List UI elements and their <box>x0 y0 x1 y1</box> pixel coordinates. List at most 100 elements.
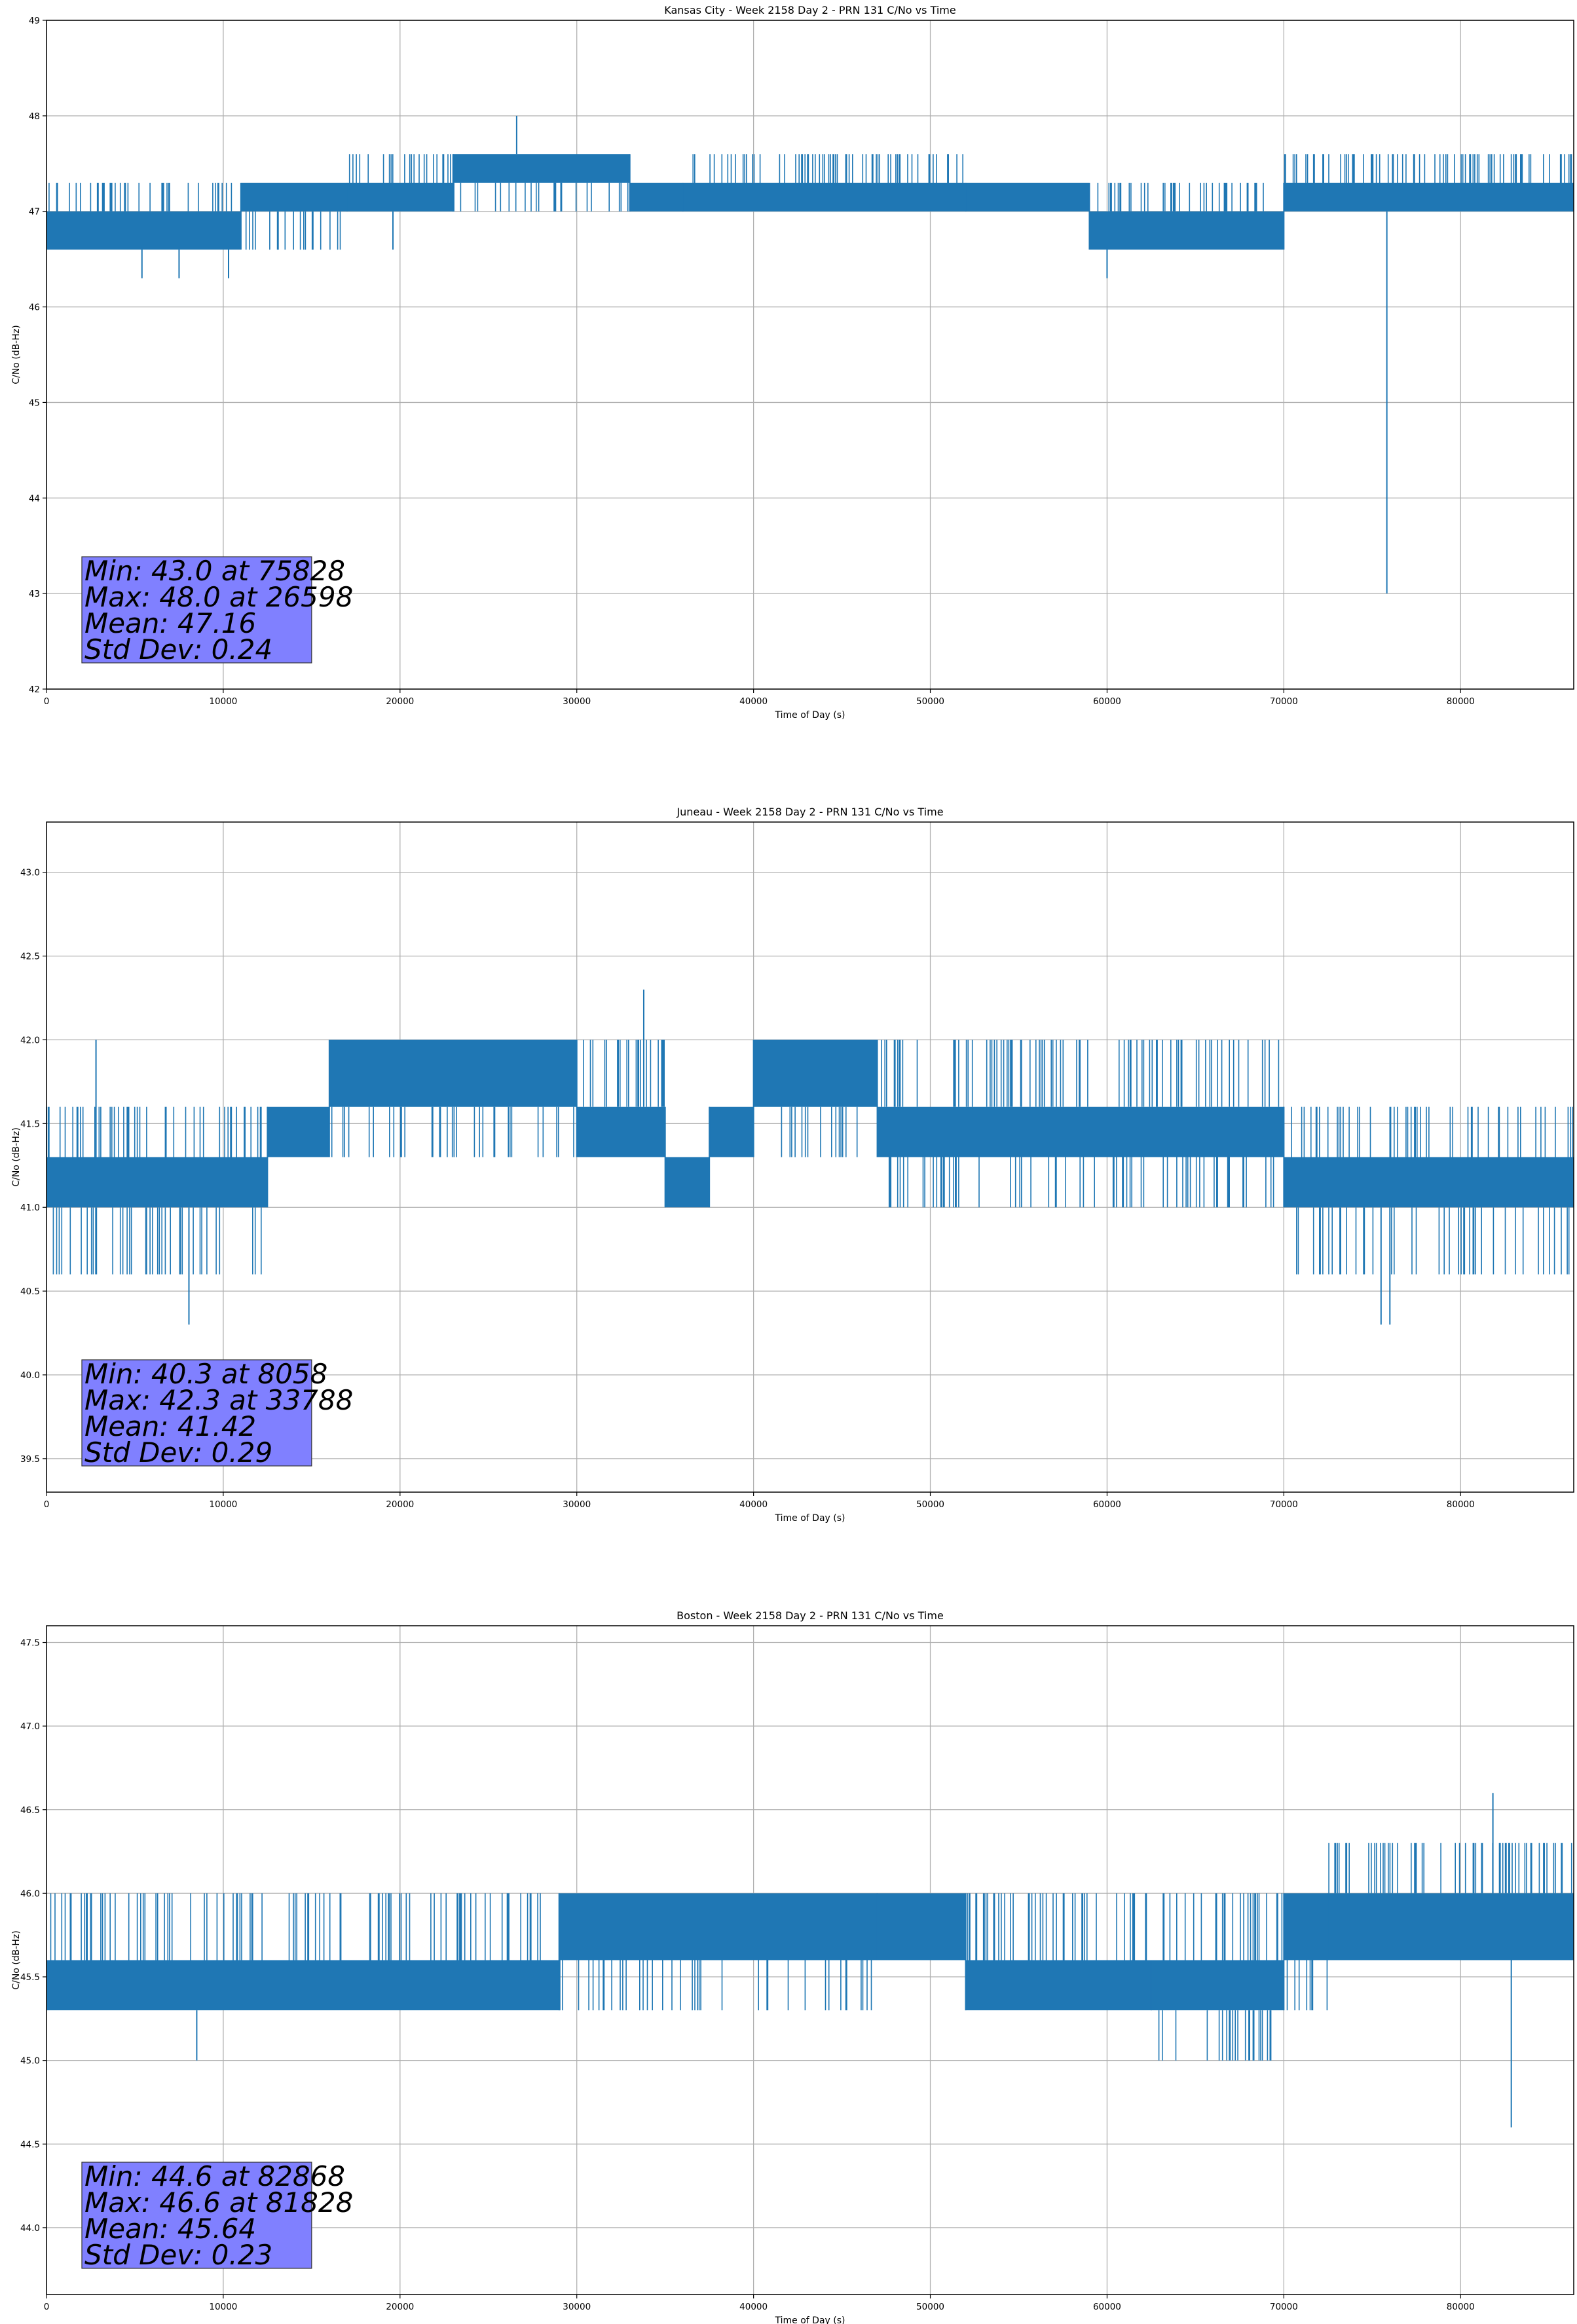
data-flicker <box>559 1960 872 2011</box>
data-band <box>240 182 347 212</box>
x-tick-label: 0 <box>44 1499 50 1510</box>
y-tick-label: 45.5 <box>20 1972 40 1983</box>
data-flicker <box>967 1893 1147 1960</box>
axes-frame <box>46 821 1574 1493</box>
x-tick-label: 70000 <box>1270 696 1298 707</box>
y-tick-label: 42.5 <box>20 952 40 962</box>
x-tick-label: 80000 <box>1447 1499 1475 1510</box>
axes-frame <box>46 20 1574 690</box>
stats-max: Max: 48.0 at 26598 <box>84 581 353 613</box>
data-flicker <box>1097 183 1264 212</box>
x-tick-label: 0 <box>44 696 50 707</box>
stats-mean: Mean: 41.42 <box>84 1410 256 1442</box>
data-band <box>453 154 630 183</box>
y-tick-label: 44 <box>29 493 40 504</box>
data-band <box>559 1893 878 1960</box>
data-flicker <box>348 154 451 183</box>
y-tick-label: 45 <box>29 398 40 408</box>
data-flicker <box>50 1893 541 1960</box>
x-tick-label: 40000 <box>739 696 768 707</box>
stats-min: Min: 40.3 at 8058 <box>84 1358 327 1390</box>
x-tick-label: 10000 <box>209 696 237 707</box>
y-tick-label: 40.5 <box>20 1286 40 1297</box>
data-flicker <box>1286 1960 1328 2011</box>
stats-mean: Mean: 45.64 <box>84 2213 256 2245</box>
data-band <box>46 1157 268 1208</box>
stats-min: Min: 43.0 at 75828 <box>84 555 345 587</box>
y-tick-label: 39.5 <box>20 1454 40 1465</box>
x-tick-label: 60000 <box>1093 696 1121 707</box>
y-tick-label: 46.0 <box>20 1888 40 1899</box>
data-flicker <box>48 183 232 212</box>
x-tick-label: 70000 <box>1270 1499 1298 1510</box>
y-tick-label: 42 <box>29 684 40 695</box>
x-tick-label: 0 <box>44 2302 50 2312</box>
x-tick-label: 30000 <box>563 2302 591 2312</box>
x-tick-label: 40000 <box>739 2302 768 2312</box>
data-band <box>1089 211 1284 250</box>
x-tick-label: 40000 <box>739 1499 768 1510</box>
data-flicker <box>245 211 341 250</box>
y-tick-label: 43 <box>29 589 40 599</box>
y-tick-label: 40.0 <box>20 1370 40 1381</box>
data-band <box>877 1893 966 1960</box>
data-band <box>1151 1960 1284 2011</box>
series-cno <box>46 115 1574 594</box>
y-tick-label: 41.5 <box>20 1119 40 1129</box>
x-tick-label: 50000 <box>916 696 944 707</box>
data-band <box>1284 182 1574 212</box>
data-band <box>877 1106 1284 1157</box>
y-tick-label: 46 <box>29 303 40 313</box>
stats-std: Std Dev: 0.23 <box>84 2239 272 2271</box>
x-tick-label: 60000 <box>1093 2302 1121 2312</box>
x-tick-label: 20000 <box>386 1499 414 1510</box>
data-band <box>682 182 966 212</box>
x-tick-label: 70000 <box>1270 2302 1298 2312</box>
data-flicker <box>1284 154 1572 183</box>
stats-box <box>81 556 312 664</box>
data-band <box>665 1157 710 1208</box>
data-band <box>329 1040 577 1107</box>
x-tick-label: 30000 <box>563 696 591 707</box>
y-tick-label: 46.5 <box>20 1805 40 1816</box>
x-tick-label: 20000 <box>386 2302 414 2312</box>
x-tick-label: 60000 <box>1093 1499 1121 1510</box>
chart-title: Juneau - Week 2158 Day 2 - PRN 131 C/No … <box>676 806 943 818</box>
chart-title: Boston - Week 2158 Day 2 - PRN 131 C/No … <box>677 1609 944 1622</box>
y-tick-label: 44.5 <box>20 2139 40 2150</box>
chart-3: 0 10000 20000 30000 40000 50000 60000 70000 8000… <box>11 1609 1574 2324</box>
x-axis-label: Time of Day (s) <box>775 710 845 721</box>
data-band <box>965 1960 1151 2011</box>
data-band <box>267 1106 329 1157</box>
y-tick-label: 45.0 <box>20 2056 40 2067</box>
y-tick-label: 42.0 <box>20 1035 40 1045</box>
data-flicker <box>331 1106 574 1157</box>
x-tick-label: 20000 <box>386 696 414 707</box>
y-tick-label: 48 <box>29 111 40 122</box>
data-flicker <box>453 183 629 212</box>
data-flicker <box>1158 1893 1283 2061</box>
stats-box <box>81 1359 312 1467</box>
x-tick-label: 10000 <box>209 1499 237 1510</box>
stats-max: Max: 46.6 at 81828 <box>84 2186 353 2219</box>
data-band <box>709 1106 754 1157</box>
data-band <box>576 1106 665 1157</box>
data-flicker <box>1328 1843 1572 1894</box>
data-flicker <box>781 1106 858 1157</box>
data-flicker <box>692 154 963 183</box>
data-band <box>46 211 241 250</box>
data-band <box>46 1960 559 2011</box>
y-axis-label: C/No (dB-Hz) <box>11 325 22 384</box>
data-band <box>753 1040 878 1107</box>
stats-mean: Mean: 47.16 <box>84 607 256 639</box>
y-tick-label: 44.0 <box>20 2223 40 2234</box>
chart-1: 0 10000 20000 30000 40000 50000 60000 70000 8000… <box>11 4 1574 721</box>
series-cno <box>46 989 1574 1325</box>
stats-min: Min: 44.6 at 82868 <box>84 2160 345 2192</box>
x-tick-label: 50000 <box>916 2302 944 2312</box>
y-tick-label: 47.0 <box>20 1721 40 1732</box>
x-tick-label: 50000 <box>916 1499 944 1510</box>
y-axis-label: C/No (dB-Hz) <box>11 1127 22 1186</box>
stats-std: Std Dev: 0.29 <box>84 1436 272 1469</box>
